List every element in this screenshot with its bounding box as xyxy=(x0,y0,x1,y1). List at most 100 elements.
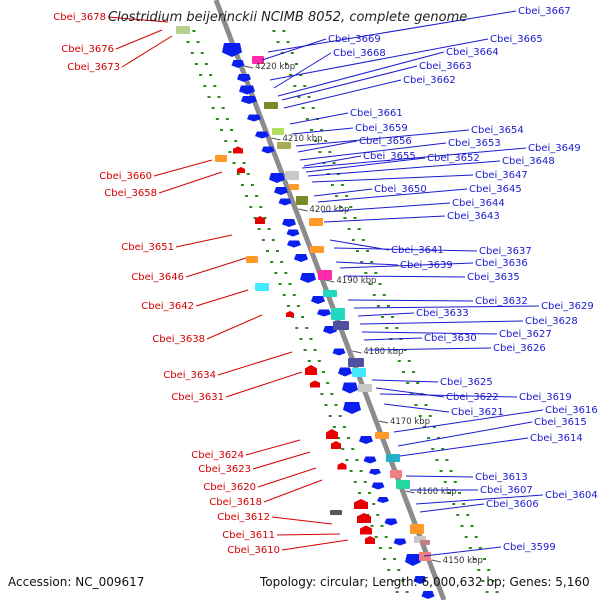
tick-dot xyxy=(245,195,249,197)
gene-label-forward[interactable]: Cbei_3661 xyxy=(350,108,403,119)
gene-label-forward[interactable]: Cbei_3629 xyxy=(541,301,594,312)
gene-label-forward[interactable]: Cbei_3655 xyxy=(363,151,416,162)
gene-label-forward[interactable]: Cbei_3627 xyxy=(499,329,552,340)
forward-label-leader xyxy=(305,157,426,173)
gene-label-forward[interactable]: Cbei_3643 xyxy=(447,211,500,222)
reverse-gene-arrow xyxy=(286,311,294,317)
tick-dot xyxy=(470,525,474,527)
gene-label-reverse[interactable]: Cbei_3612 xyxy=(217,512,270,523)
scale-tick-label: 4200 kbp xyxy=(309,205,349,215)
tick-dot xyxy=(410,393,414,395)
forward-gene-arrow xyxy=(405,554,421,566)
gene-label-reverse[interactable]: Cbei_3620 xyxy=(203,482,256,493)
forward-label-leader xyxy=(299,142,447,161)
gene-label-forward[interactable]: Cbei_3653 xyxy=(448,138,501,149)
tick-dot xyxy=(427,437,431,439)
gene-label-forward[interactable]: Cbei_3599 xyxy=(503,542,556,553)
gene-label-forward[interactable]: Cbei_3665 xyxy=(490,34,543,45)
gene-label-forward[interactable]: Cbei_3648 xyxy=(502,156,555,167)
gene-feature-box xyxy=(375,432,389,439)
gene-label-forward[interactable]: Cbei_3625 xyxy=(440,377,493,388)
gene-label-reverse[interactable]: Cbei_3676 xyxy=(61,44,114,55)
gene-label-reverse[interactable]: Cbei_3660 xyxy=(99,171,152,182)
tick-dot xyxy=(457,492,461,494)
gene-label-reverse[interactable]: Cbei_3618 xyxy=(209,497,262,508)
gene-labels[interactable]: Cbei_3678 Cbei_3676 Cbei_3673 Cbei_3660 Cbei… xyxy=(53,6,597,556)
gene-label-forward[interactable]: Cbei_3633 xyxy=(416,308,469,319)
gene-label-forward[interactable]: Cbei_3663 xyxy=(419,61,472,72)
gene-label-forward[interactable]: Cbei_3652 xyxy=(427,153,480,164)
tick-dot xyxy=(242,162,246,164)
gene-label-forward[interactable]: Cbei_3656 xyxy=(359,136,412,147)
gene-label-forward[interactable]: Cbei_3630 xyxy=(424,333,477,344)
gene-label-forward[interactable]: Cbei_3649 xyxy=(528,143,581,154)
gene-label-reverse[interactable]: Cbei_3631 xyxy=(171,392,224,403)
gene-label-reverse[interactable]: Cbei_3642 xyxy=(141,301,194,312)
tick-dot xyxy=(376,305,380,307)
gene-label-forward[interactable]: Cbei_3664 xyxy=(446,47,499,58)
gene-label-forward[interactable]: Cbei_3632 xyxy=(475,296,528,307)
tick-dot xyxy=(299,74,303,76)
gene-label-reverse[interactable]: Cbei_3658 xyxy=(104,188,157,199)
gene-label-reverse[interactable]: Cbei_3634 xyxy=(163,370,216,381)
gene-label-forward[interactable]: Cbei_3614 xyxy=(530,433,583,444)
gene-label-forward[interactable]: Cbei_3647 xyxy=(475,170,528,181)
gene-label-reverse[interactable]: Cbei_3623 xyxy=(198,464,251,475)
forward-label-leader xyxy=(379,393,518,398)
gene-label-forward[interactable]: Cbei_3635 xyxy=(467,272,520,283)
gene-label-forward[interactable]: Cbei_3636 xyxy=(475,258,528,269)
gene-label-forward[interactable]: Cbei_3606 xyxy=(486,499,539,510)
gene-label-forward[interactable]: Cbei_3654 xyxy=(471,125,524,136)
reverse-gene-arrow xyxy=(305,365,317,375)
gene-label-reverse[interactable]: Cbei_3624 xyxy=(191,450,244,461)
scale-tick xyxy=(378,420,389,424)
gene-label-reverse[interactable]: Cbei_3611 xyxy=(222,530,275,541)
gene-label-forward[interactable]: Cbei_3622 xyxy=(446,392,499,403)
gene-label-forward[interactable]: Cbei_3626 xyxy=(493,343,546,354)
gene-label-forward[interactable]: Cbei_3607 xyxy=(480,485,533,496)
tick-dot xyxy=(209,74,213,76)
tick-dot xyxy=(228,151,232,153)
gene-label-reverse[interactable]: Cbei_3673 xyxy=(67,62,120,73)
gene-label-forward[interactable]: Cbei_3650 xyxy=(374,184,427,195)
tick-dot xyxy=(347,228,351,230)
gene-label-forward[interactable]: Cbei_3613 xyxy=(475,472,528,483)
gene-label-forward[interactable]: Cbei_3667 xyxy=(518,6,571,17)
gene-label-forward[interactable]: Cbei_3662 xyxy=(403,75,456,86)
tick-dot xyxy=(411,371,415,373)
forward-label-leader xyxy=(405,475,474,478)
scale-tick xyxy=(405,490,415,494)
gene-feature-box xyxy=(390,470,402,478)
tick-dot xyxy=(301,316,305,318)
gene-label-forward[interactable]: Cbei_3645 xyxy=(469,184,522,195)
tick-dot xyxy=(418,415,422,417)
gene-label-forward[interactable]: Cbei_3659 xyxy=(355,123,408,134)
gene-label-forward[interactable]: Cbei_3615 xyxy=(534,417,587,428)
gene-label-forward[interactable]: Cbei_3637 xyxy=(479,246,532,257)
tick-dot xyxy=(460,525,464,527)
gene-label-reverse[interactable]: Cbei_3651 xyxy=(121,242,174,253)
gene-label-forward[interactable]: Cbei_3639 xyxy=(400,260,453,271)
gene-label-reverse[interactable]: Cbei_3646 xyxy=(131,272,184,283)
tick-dot xyxy=(286,41,290,43)
gene-label-reverse[interactable]: Cbei_3638 xyxy=(152,334,205,345)
tick-dot xyxy=(307,96,311,98)
gene-label-forward[interactable]: Cbei_3628 xyxy=(525,316,578,327)
forward-label-leader xyxy=(371,379,439,383)
gene-label-forward[interactable]: Cbei_3644 xyxy=(452,198,505,209)
tick-dot xyxy=(217,96,221,98)
gene-label-reverse[interactable]: Cbei_3678 xyxy=(53,12,106,23)
gene-label-reverse[interactable]: Cbei_3610 xyxy=(227,545,280,556)
forward-label-leader xyxy=(321,202,451,213)
gene-label-forward[interactable]: Cbei_3616 xyxy=(545,405,598,416)
gene-feature-box xyxy=(296,196,308,205)
gene-label-forward[interactable]: Cbei_3604 xyxy=(545,490,598,501)
gene-label-forward[interactable]: Cbei_3619 xyxy=(519,392,572,403)
forward-label-leader xyxy=(307,160,501,177)
gene-label-forward[interactable]: Cbei_3621 xyxy=(451,407,504,418)
scale-tick-label: 4220 kbp xyxy=(255,62,295,72)
tick-dot xyxy=(261,239,265,241)
gene-label-forward[interactable]: Cbei_3668 xyxy=(333,48,386,59)
gene-label-forward[interactable]: Cbei_3641 xyxy=(391,245,444,256)
gene-label-forward[interactable]: Cbei_3669 xyxy=(328,34,381,45)
